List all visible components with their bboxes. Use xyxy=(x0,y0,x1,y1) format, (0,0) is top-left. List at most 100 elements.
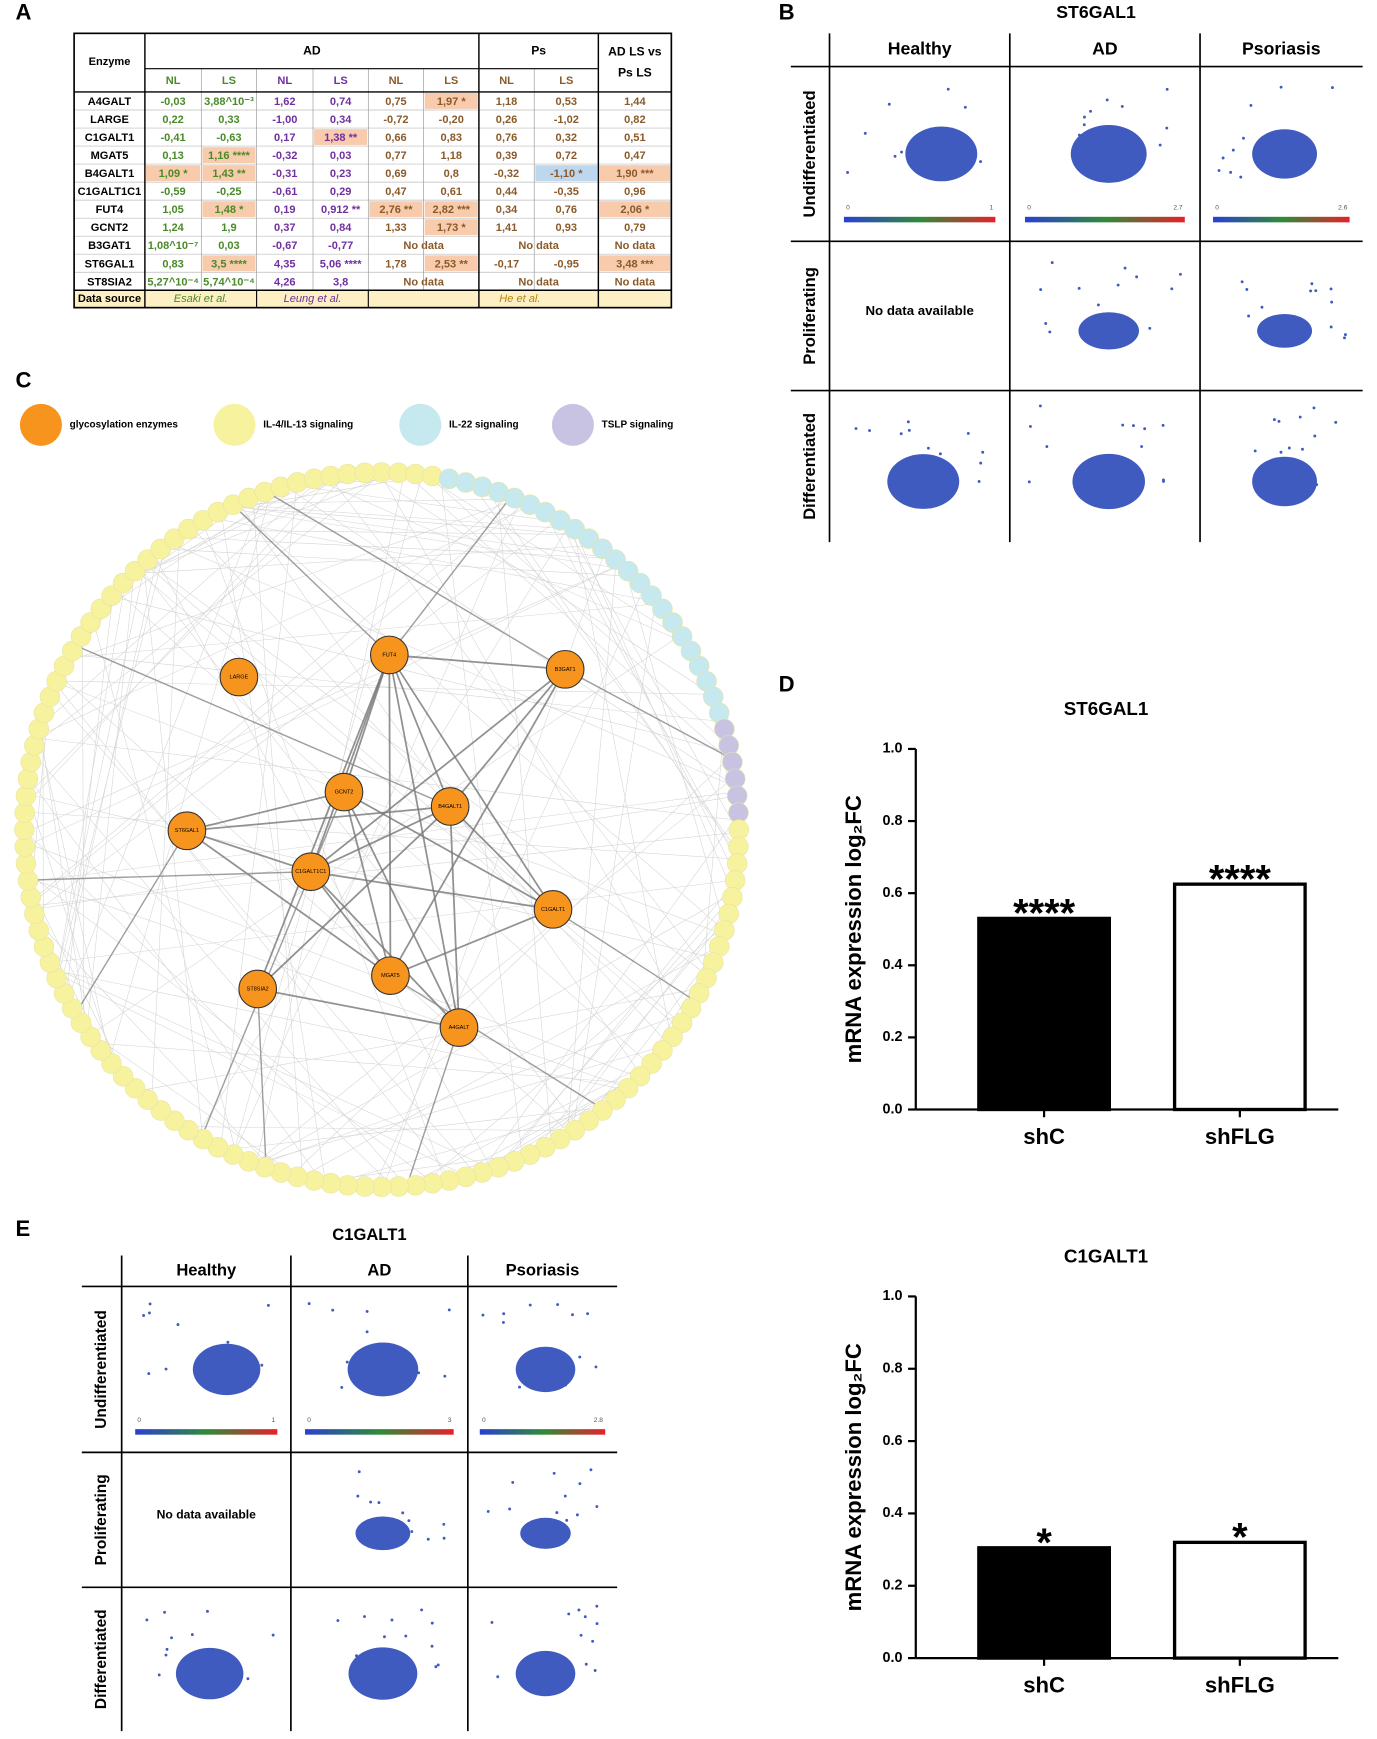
edge xyxy=(310,870,554,911)
table-header: Enzyme xyxy=(89,56,131,68)
enzyme-node xyxy=(533,889,573,929)
umap-cluster xyxy=(1078,312,1140,350)
enzyme-node xyxy=(219,657,259,697)
umap-dot xyxy=(1297,476,1300,480)
table-cell: -0,35 xyxy=(554,186,579,198)
table-cell: 0,93 xyxy=(556,222,578,234)
background-edge xyxy=(256,892,734,1165)
umap-dot xyxy=(1048,330,1052,334)
y-tick-label: 0.0 xyxy=(883,1101,903,1117)
umap-dot xyxy=(1245,288,1249,291)
umap-dot xyxy=(1229,170,1233,174)
background-edge xyxy=(331,1106,608,1184)
table-cell: B3GAT1 xyxy=(88,240,131,252)
edge xyxy=(186,830,391,977)
background-edge xyxy=(235,498,517,504)
table-header: AD xyxy=(303,43,321,57)
y-tick-label: 0.6 xyxy=(883,885,903,901)
table-cell: 3,5 **** xyxy=(211,258,247,270)
umap-dot xyxy=(443,1374,447,1378)
umap-dot xyxy=(1162,479,1165,483)
table-cell: 2,76 ** xyxy=(379,204,413,216)
table-subheader: NL xyxy=(277,75,292,87)
umap-cluster xyxy=(520,1517,571,1549)
umap-cluster xyxy=(1257,313,1313,348)
background-edge xyxy=(24,564,622,848)
bar xyxy=(1172,1540,1307,1660)
umap-dot xyxy=(520,1366,524,1370)
umap-dot xyxy=(551,1522,555,1526)
umap-dot xyxy=(502,1312,506,1316)
background-edge xyxy=(383,550,606,1188)
umap-title: C1GALT1 xyxy=(332,1225,406,1244)
table-cell: -0,95 xyxy=(554,258,579,270)
umap-dot xyxy=(1123,266,1127,270)
table-cell: 0,96 xyxy=(624,186,646,198)
umap-dot xyxy=(164,1367,168,1371)
cell-highlight xyxy=(424,219,478,236)
enzyme-label: B3GAT1 xyxy=(555,667,576,673)
table-cell: 0,83 xyxy=(441,132,463,144)
background-edge xyxy=(59,675,571,1134)
significance: * xyxy=(1232,1516,1248,1560)
background-edge xyxy=(127,473,351,580)
cell-highlight xyxy=(424,255,478,272)
background-edge xyxy=(56,580,126,978)
table-cell: 5,27^10⁻⁴ xyxy=(147,276,199,288)
table-cell: ST6GAL1 xyxy=(85,258,135,270)
background-edge xyxy=(379,472,686,1018)
umap-dot xyxy=(981,450,985,454)
enzyme-node xyxy=(324,772,364,812)
y-tick-label: 0.6 xyxy=(883,1433,903,1449)
umap-dot xyxy=(206,1609,209,1613)
scale-tick: 0 xyxy=(307,1417,311,1424)
background-edge xyxy=(444,1073,643,1182)
table-cell: -0,32 xyxy=(494,168,519,180)
table-cell: 0,76 xyxy=(496,132,518,144)
umap-dot xyxy=(578,1482,582,1486)
table-cell: -0,17 xyxy=(494,258,519,270)
background-edge xyxy=(26,872,434,1184)
enzyme-node xyxy=(167,811,207,851)
table-cell: 0,79 xyxy=(624,222,646,234)
table-border xyxy=(73,32,673,309)
umap-dot xyxy=(385,1345,389,1349)
enzyme-node xyxy=(369,635,409,675)
umap-dot xyxy=(586,1312,590,1316)
table-cell: 1,16 **** xyxy=(208,150,250,162)
scale-tick: 1 xyxy=(271,1417,275,1424)
table-cell: C1GALT1 xyxy=(85,132,135,144)
background-edge xyxy=(32,831,739,906)
umap-dot xyxy=(430,1644,434,1648)
umap-dot xyxy=(595,1604,599,1608)
background-edge xyxy=(34,519,559,914)
background-edge xyxy=(56,680,713,695)
table-cell: 0,83 xyxy=(162,258,184,270)
umap-dot xyxy=(846,171,849,174)
background-edge xyxy=(252,496,304,1179)
umap-dot xyxy=(331,1308,335,1312)
enzyme-label: C1GALT1 xyxy=(541,907,565,913)
umap-dot xyxy=(400,1353,404,1357)
umap-column: Psoriasis xyxy=(506,1260,580,1279)
umap-dot xyxy=(1231,148,1235,152)
umap-dot xyxy=(594,1365,598,1369)
background-edge xyxy=(49,879,736,963)
background-edge xyxy=(254,776,736,1164)
table-subheader: NL xyxy=(166,75,181,87)
background-edge xyxy=(422,474,685,641)
umap-column: AD xyxy=(367,1260,391,1279)
table-cell: 2,06 * xyxy=(620,204,650,216)
table-cell: 0,72 xyxy=(556,150,578,162)
umap-dot xyxy=(266,1303,270,1307)
cell-highlight xyxy=(369,201,423,218)
umap-dot xyxy=(1143,427,1147,431)
background-edge xyxy=(139,566,580,1128)
umap-dot xyxy=(1027,480,1031,484)
umap-dot xyxy=(170,1636,173,1640)
umap-dot xyxy=(575,1513,579,1517)
background-edge xyxy=(220,510,326,1183)
y-tick-label: 1.0 xyxy=(883,1288,903,1304)
background-edge xyxy=(24,811,738,860)
legend-label: TSLP signaling xyxy=(602,420,674,431)
